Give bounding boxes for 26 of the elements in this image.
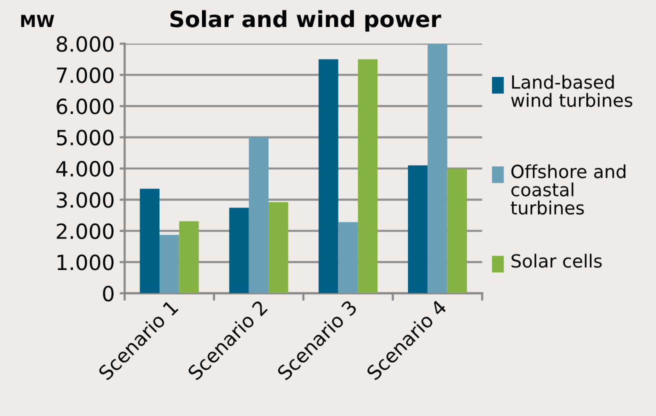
y-tick-label: 5.000 [56,130,114,146]
y-tick-label: 6.000 [56,98,114,114]
bar [268,202,288,294]
bar [248,137,269,294]
bar [160,234,180,294]
chart-title: Solar and wind power [170,10,442,32]
y-tick-label: 3.000 [56,192,114,208]
legend-label: Solar cells [512,254,602,268]
y-tick-label: 8.000 [56,36,114,52]
y-tick-label: 7.000 [56,67,114,84]
y-axis-title: MW [21,14,54,28]
bar [318,59,338,294]
bar [428,44,448,294]
bar [229,208,249,294]
y-tick-label: 2.000 [56,223,114,240]
y-tick-label: 0 [103,286,114,302]
y-tick-label: 4.000 [56,160,114,177]
legend-label: Offshore and coastal turbines [510,164,626,215]
bar [179,221,199,294]
bar [358,59,378,294]
legend-label: Land-based wind turbines [511,74,632,108]
y-tick-label: 1.000 [58,254,114,270]
bar [140,188,160,294]
bar [447,168,467,294]
bar [338,222,358,294]
bar [408,165,428,294]
